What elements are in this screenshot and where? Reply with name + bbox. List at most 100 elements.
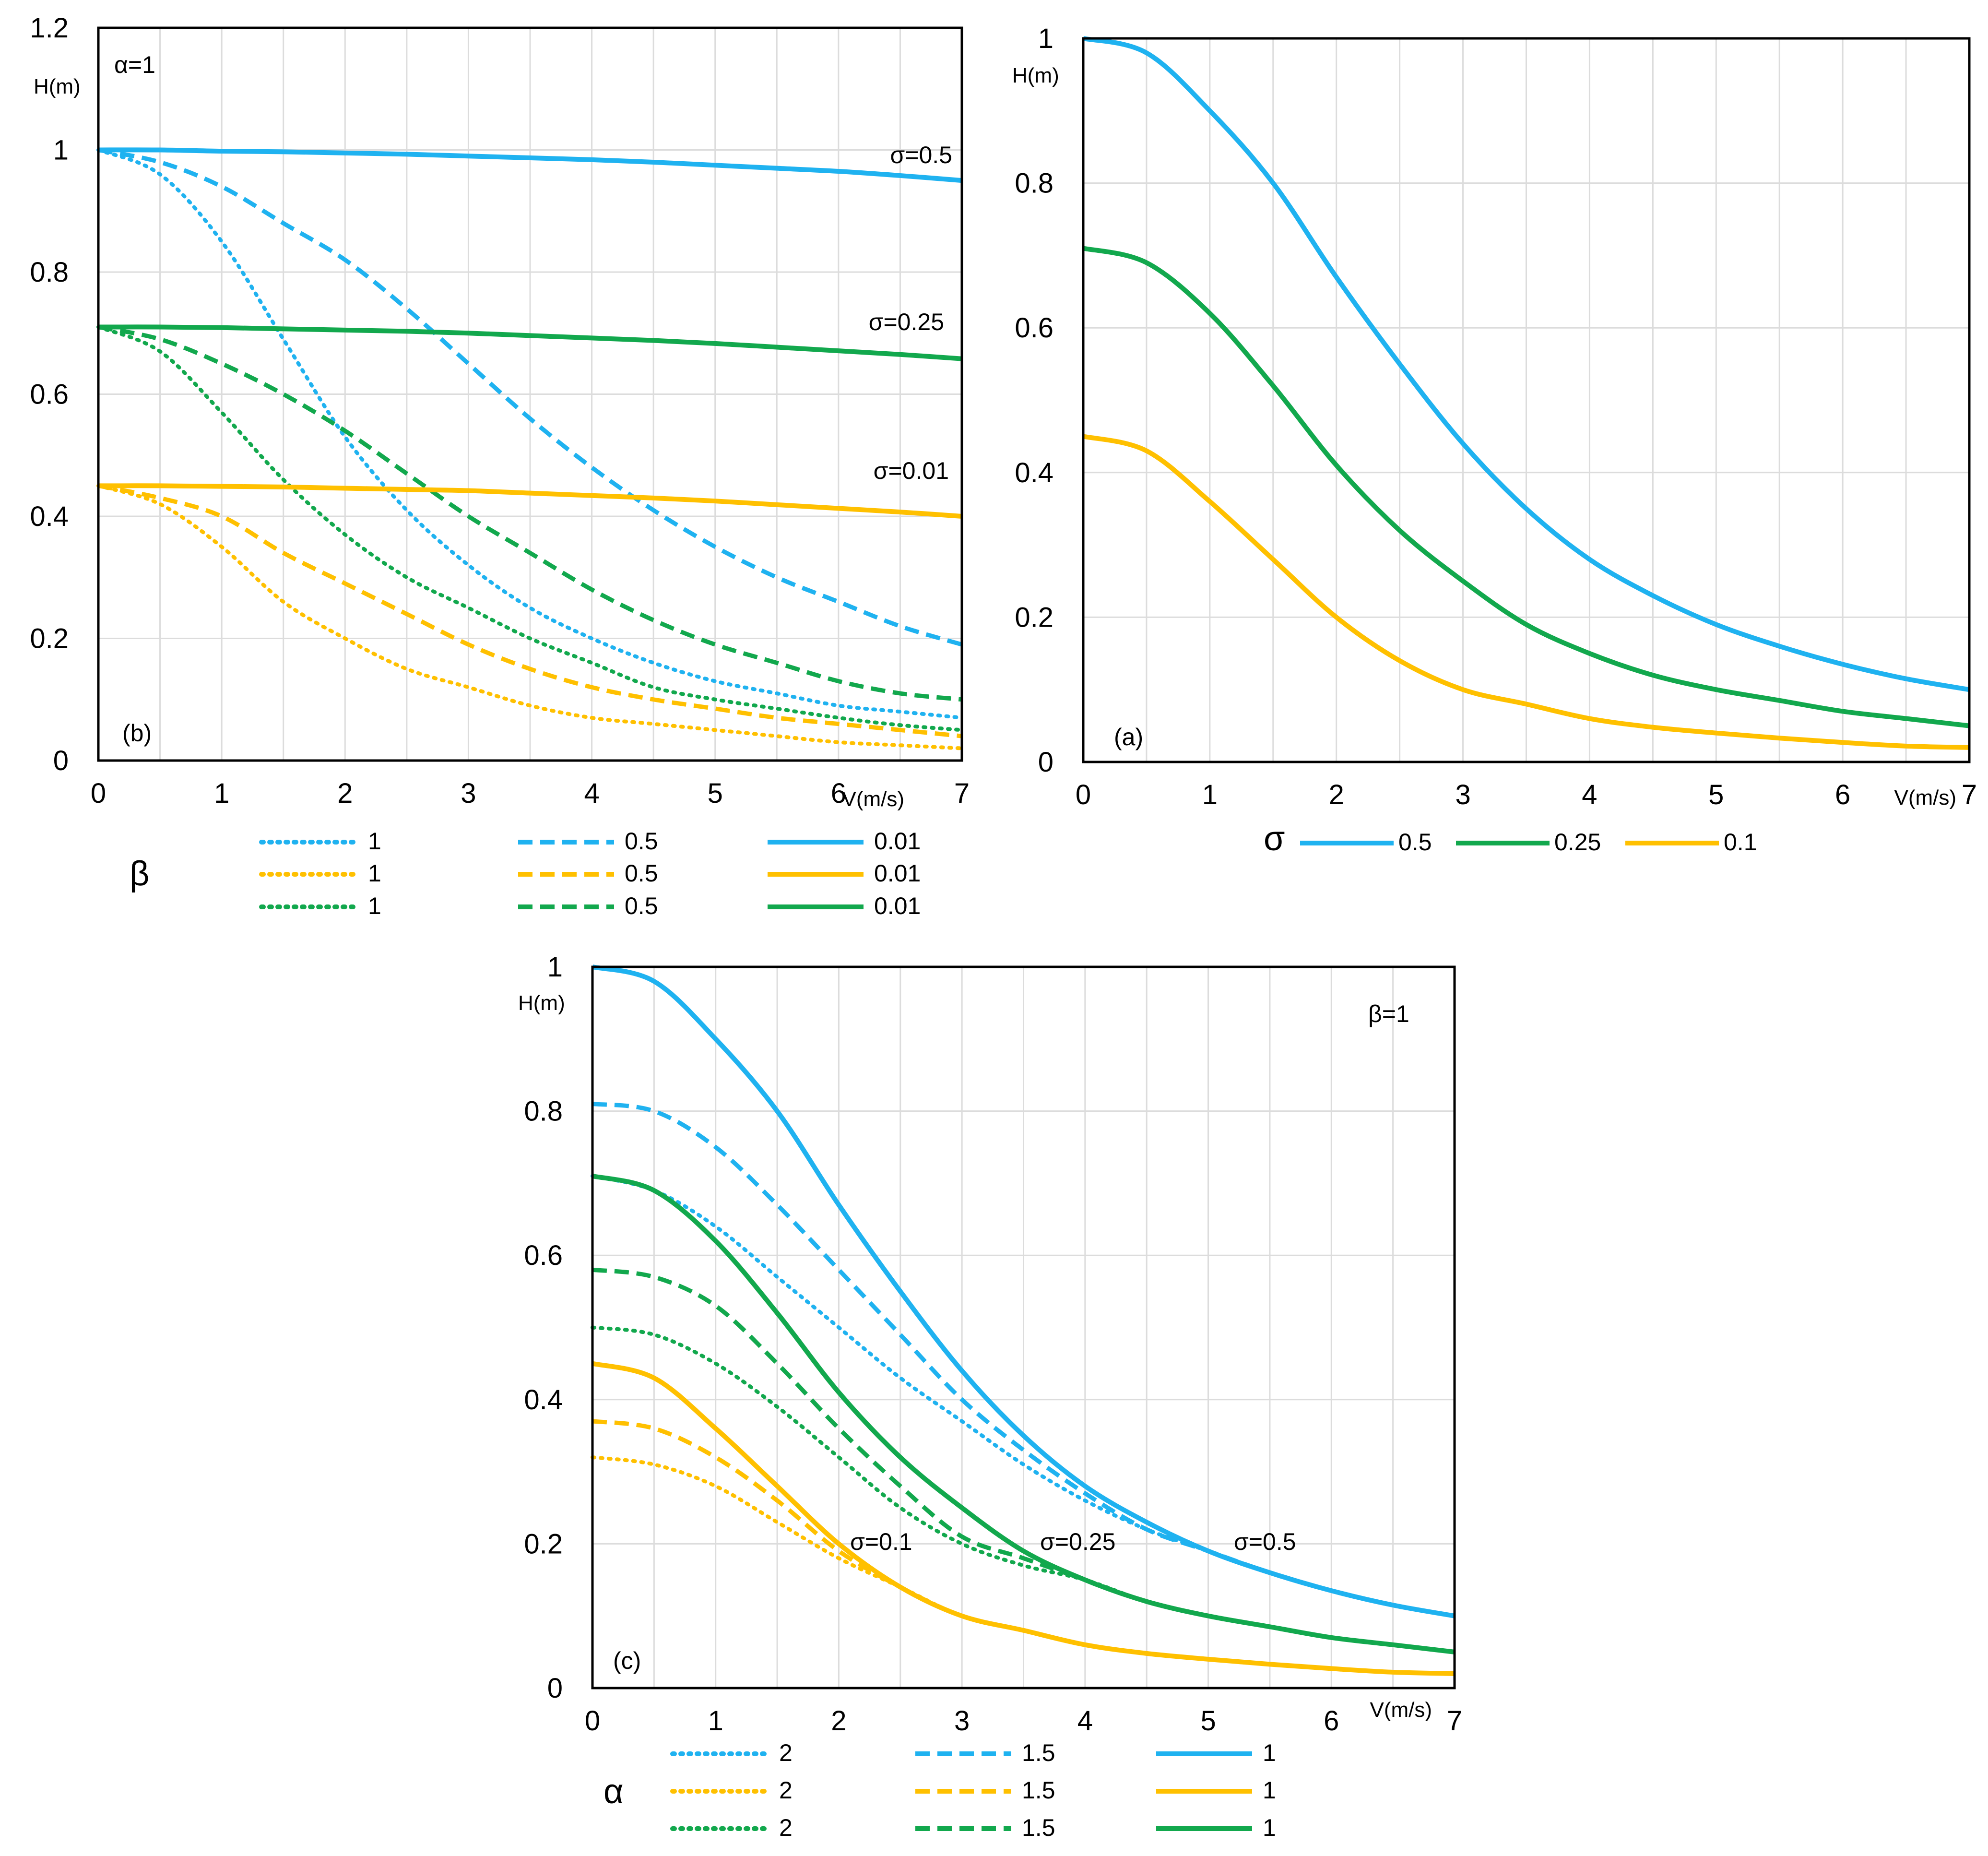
panel-b-x-ticks: 0 1 2 3 4 5 6 7 — [91, 778, 970, 809]
y-tick-label: 1.2 — [30, 12, 69, 44]
y-tick-label: 0 — [53, 745, 69, 776]
panel-a-x-axis-label: V(m/s) — [1894, 786, 1956, 809]
x-tick-label: 2 — [1329, 779, 1344, 810]
panel-c-y-ticks: 0 0.2 0.4 0.6 0.8 1 — [524, 952, 563, 1704]
panel-a-legend: σ 0.5 0.25 0.1 — [1264, 820, 1757, 858]
series-line — [592, 1102, 1455, 1618]
x-tick-label: 0 — [91, 778, 106, 809]
series-line — [98, 148, 963, 647]
x-tick-label: 5 — [708, 778, 723, 809]
panel-b-grid — [97, 27, 963, 761]
y-tick-label: 1 — [53, 135, 69, 166]
y-tick-label: 1 — [1038, 23, 1053, 54]
x-tick-label: 3 — [954, 1705, 970, 1737]
panel-c-panel-label: (c) — [613, 1647, 641, 1674]
series-line — [591, 1325, 1456, 1654]
x-tick-label: 1 — [708, 1705, 723, 1737]
legend-entry-label: 1.5 — [1022, 1739, 1055, 1766]
y-tick-label: 0.2 — [30, 623, 69, 654]
panel-a-grid — [1082, 37, 1970, 763]
y-tick-label: 0.8 — [524, 1096, 563, 1127]
y-tick-label: 0.4 — [30, 501, 69, 532]
legend-entry-label: 1 — [1263, 1777, 1276, 1804]
panel-c-x-axis-label: V(m/s) — [1370, 1698, 1432, 1722]
panel-c-curve-label-sigma-0.25: σ=0.25 — [1040, 1528, 1115, 1555]
panel-c-curve-label-sigma-0.5: σ=0.5 — [1234, 1528, 1296, 1555]
y-tick-label: 0.6 — [1015, 312, 1053, 344]
legend-entry-label: 1 — [368, 828, 381, 855]
legend-entry-label: 1 — [368, 892, 381, 919]
legend-entry-label: 0.5 — [625, 860, 658, 887]
y-tick-label: 0.8 — [30, 257, 69, 288]
x-tick-label: 2 — [337, 778, 353, 809]
panel-c-x-ticks: 0 1 2 3 4 5 6 7 — [585, 1705, 1462, 1737]
series-line — [98, 483, 962, 519]
panel-c-beta-annotation: β=1 — [1368, 1000, 1409, 1027]
series-line — [98, 147, 962, 183]
x-tick-label: 1 — [214, 778, 229, 809]
x-tick-label: 5 — [1200, 1705, 1216, 1737]
series-line — [592, 1361, 1455, 1676]
legend-entry-label: 0.25 — [1554, 829, 1601, 856]
legend-entry-label: 0.5 — [625, 892, 658, 919]
panel-a-x-ticks: 0 1 2 3 4 5 6 7 — [1076, 779, 1977, 810]
legend-entry-label: 1 — [1263, 1814, 1276, 1841]
y-tick-label: 0.2 — [524, 1528, 563, 1559]
y-tick-label: 0.6 — [524, 1240, 563, 1271]
series-line — [98, 483, 962, 738]
x-tick-label: 0 — [585, 1705, 600, 1737]
panel-a-series — [1082, 36, 1970, 750]
series-line — [98, 324, 962, 361]
legend-entry-label: 0.01 — [874, 860, 921, 887]
panel-a-frame — [1082, 37, 1971, 763]
y-tick-label: 0 — [1038, 747, 1053, 778]
x-tick-label: 7 — [1447, 1705, 1462, 1737]
legend-entry-label: 1 — [1263, 1739, 1276, 1766]
panel-c-curve-label-sigma-0.1: σ=0.1 — [850, 1528, 912, 1555]
x-tick-label: 6 — [831, 778, 846, 809]
series-line — [98, 325, 962, 702]
legend-entry-label: 1.5 — [1022, 1777, 1055, 1804]
y-tick-label: 0.4 — [524, 1384, 563, 1416]
legend-entry-label: 0.5 — [625, 828, 658, 855]
x-tick-label: 3 — [461, 778, 476, 809]
series-line — [1082, 434, 1970, 750]
panel-b-curve-label-sigma-0.01: σ=0.01 — [874, 457, 949, 484]
x-tick-label: 4 — [1582, 779, 1597, 810]
panel-b-y-axis-label: H(m) — [34, 75, 81, 98]
panel-b-legend: β 1 1 1 0.5 0.5 0.5 0.01 0.01 0.01 — [130, 828, 921, 919]
panel-c-frame — [591, 965, 1456, 1689]
legend-entry-label: 0.01 — [874, 828, 921, 855]
y-tick-label: 0.4 — [1015, 457, 1053, 488]
legend-entry-label: 2 — [779, 1777, 793, 1804]
panel-c-y-axis-label: H(m) — [518, 991, 565, 1015]
legend-entry-label: 2 — [779, 1814, 793, 1841]
panel-b-x-axis-label: V(m/s) — [842, 787, 904, 811]
series-line — [96, 325, 964, 732]
panel-b-y-ticks: 0 0.2 0.4 0.6 0.8 1 1.2 — [30, 12, 69, 776]
panel-b-panel-label: (b) — [122, 720, 152, 747]
panel-b-curve-label-sigma-0.5: σ=0.5 — [890, 142, 952, 168]
x-tick-label: 4 — [1077, 1705, 1093, 1737]
legend-entry-label: 0.5 — [1398, 829, 1432, 856]
y-tick-label: 0 — [547, 1673, 563, 1704]
y-tick-label: 1 — [547, 952, 563, 983]
panel-c-series — [591, 964, 1456, 1676]
legend-entry-label: 1.5 — [1022, 1814, 1055, 1841]
panel-b-legend-symbol: β — [130, 855, 149, 893]
x-tick-label: 7 — [1962, 779, 1977, 810]
panel-b-frame — [97, 26, 963, 762]
panel-a-legend-symbol: σ — [1264, 820, 1285, 858]
panel-c-legend: α 2 2 2 1.5 1.5 1.5 1 1 1 — [604, 1739, 1276, 1841]
x-tick-label: 6 — [1324, 1705, 1339, 1737]
y-tick-label: 0.6 — [30, 379, 69, 410]
x-tick-label: 0 — [1076, 779, 1091, 810]
series-line — [1082, 246, 1970, 728]
panel-a-panel-label: (a) — [1114, 724, 1143, 750]
x-tick-label: 1 — [1202, 779, 1218, 810]
series-line — [96, 148, 964, 720]
panel-b-series — [96, 147, 964, 750]
